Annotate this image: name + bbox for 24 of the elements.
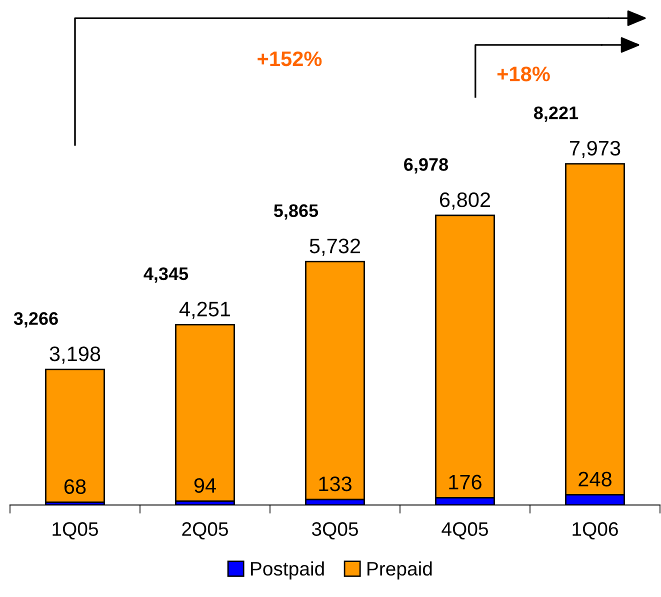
legend-label: Prepaid xyxy=(368,561,432,580)
data-label: 176 xyxy=(449,474,482,490)
x-tick-label: 1Q05 xyxy=(52,522,98,540)
data-label: 6,802 xyxy=(440,192,490,210)
data-label: 68 xyxy=(64,479,86,494)
x-tick-label: 3Q05 xyxy=(312,522,358,540)
total-label: 6,978 xyxy=(404,158,448,174)
x-tick-label: 1Q06 xyxy=(572,522,618,540)
data-label: 7,973 xyxy=(570,140,620,158)
x-tick-label: 2Q05 xyxy=(182,522,228,540)
data-label: 248 xyxy=(578,472,612,486)
legend-label: Postpaid xyxy=(251,561,324,580)
x-tick-label: 4Q05 xyxy=(442,522,488,540)
data-label: 3,198 xyxy=(50,346,100,364)
data-label: 4,251 xyxy=(179,302,230,319)
data-label: 94 xyxy=(194,478,216,493)
total-label: 8,221 xyxy=(534,106,578,122)
text: +152% xyxy=(258,51,322,66)
total-label: 4,345 xyxy=(144,267,188,283)
total-label: 5,865 xyxy=(274,204,318,220)
data-label: 133 xyxy=(319,476,352,492)
text: +18% xyxy=(497,66,550,82)
data-label: 5,732 xyxy=(310,238,360,256)
total-label: 3,266 xyxy=(14,312,58,328)
